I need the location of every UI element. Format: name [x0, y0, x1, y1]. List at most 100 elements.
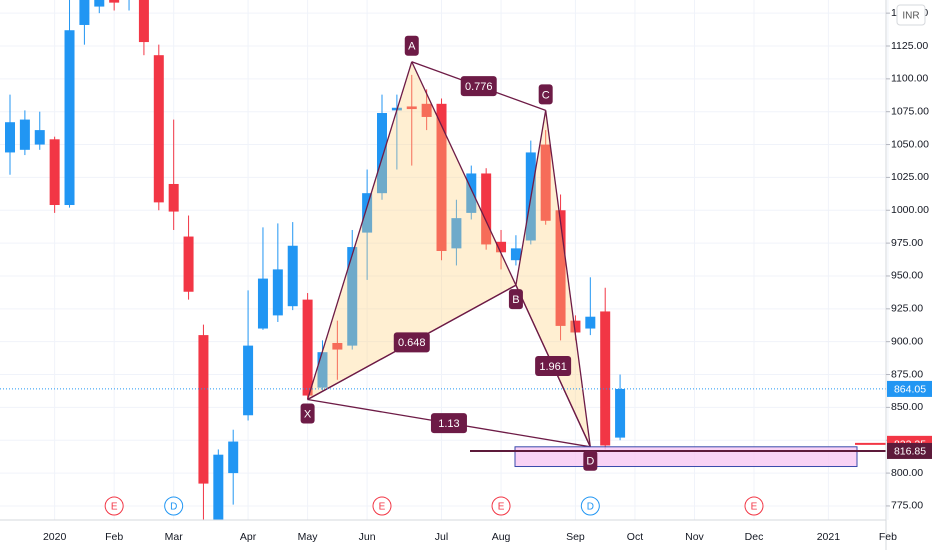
- x-tick-label: 2021: [817, 531, 841, 543]
- event-marker: [104, 496, 124, 516]
- ratio-label: 0.776: [465, 81, 493, 93]
- x-tick-label: Oct: [627, 531, 643, 543]
- candle-body: [213, 454, 224, 520]
- x-tick-label: 2020: [43, 531, 67, 543]
- ratio-box: [393, 332, 430, 353]
- pattern-fill: [515, 110, 591, 447]
- candle-body: [49, 139, 60, 206]
- candle-body: [5, 122, 15, 153]
- x-tick-label: Jul: [435, 531, 448, 543]
- y-tick-label: 950.00: [891, 270, 923, 282]
- candle-body: [615, 388, 626, 438]
- event-label: D: [170, 502, 177, 513]
- candle-body: [421, 103, 432, 117]
- plot-area: [0, 0, 886, 520]
- event-label: E: [751, 502, 758, 513]
- candle-body: [347, 247, 358, 346]
- candle-body: [153, 55, 164, 203]
- pattern-point-label: X: [304, 408, 312, 420]
- y-tick-label: 1000.00: [891, 204, 929, 216]
- candle-body: [332, 342, 343, 350]
- candle-body: [109, 0, 120, 3]
- candle-body: [451, 218, 462, 249]
- x-tick-label: Nov: [685, 531, 704, 543]
- event-marker: [372, 496, 392, 516]
- x-tick-label: Mar: [165, 531, 184, 543]
- y-tick-label: 1050.00: [891, 138, 929, 150]
- price-level-box: [887, 442, 932, 459]
- price-level-label: 816.85: [894, 446, 926, 458]
- candle-body: [94, 0, 105, 7]
- candle-body: [496, 241, 507, 253]
- candle-body: [436, 103, 447, 251]
- pattern-line: [515, 110, 547, 286]
- candle-body: [481, 173, 492, 245]
- currency-box: [896, 4, 926, 26]
- pattern-line: [306, 61, 413, 400]
- x-tick-label: Apr: [240, 531, 257, 543]
- y-tick-label: 1100.00: [891, 73, 928, 85]
- candle-body: [34, 130, 45, 145]
- target-zone: [514, 446, 858, 468]
- candle-body: [317, 352, 328, 388]
- currency-label: INR: [902, 11, 919, 22]
- candle-body: [585, 316, 596, 329]
- candle-body: [228, 441, 239, 474]
- candle-body: [79, 0, 90, 25]
- ratio-box: [430, 413, 467, 434]
- y-tick-label: 900.00: [891, 335, 923, 347]
- x-tick-label: Aug: [492, 531, 511, 543]
- candle-body: [555, 210, 566, 326]
- candle-body: [243, 345, 254, 416]
- pattern-line: [545, 110, 591, 447]
- ratio-label: 1.13: [438, 418, 459, 430]
- candle-body: [257, 278, 268, 329]
- y-tick-label: 800.00: [891, 467, 923, 479]
- y-tick-label: 975.00: [891, 237, 923, 249]
- price-level-label: 864.05: [894, 384, 926, 396]
- candle-body: [183, 236, 194, 292]
- y-tick-label: 775.00: [891, 500, 923, 512]
- y-tick-label: 1125.00: [891, 40, 928, 52]
- pattern-point-box: [583, 450, 598, 471]
- pattern-point-box: [538, 84, 553, 105]
- x-tick-label: Feb: [879, 531, 897, 543]
- pattern-point-label: B: [512, 294, 519, 306]
- event-marker: [744, 496, 764, 516]
- ratio-box: [460, 76, 497, 97]
- ratio-label: 1.961: [539, 361, 567, 373]
- candle-body: [377, 113, 387, 194]
- x-tick-label: Dec: [745, 531, 764, 543]
- event-label: E: [498, 502, 505, 513]
- x-tick-label: Jun: [359, 531, 376, 543]
- event-label: E: [379, 502, 386, 513]
- price-level-box: [887, 380, 932, 397]
- candle-body: [406, 106, 417, 110]
- candle-body: [272, 269, 283, 316]
- event-label: E: [111, 502, 118, 513]
- y-tick-label: 1025.00: [891, 171, 929, 183]
- pattern-fill: [307, 61, 516, 400]
- y-tick-label: 1075.00: [891, 105, 929, 117]
- candle-body: [168, 183, 179, 212]
- candle-body: [19, 119, 30, 150]
- pattern-point-label: C: [542, 89, 550, 101]
- pattern-point-box: [404, 35, 419, 56]
- ratio-label: 0.648: [398, 337, 426, 349]
- candle-body: [362, 193, 373, 233]
- pattern-point-label: A: [408, 41, 416, 53]
- pattern-point-box: [300, 403, 315, 424]
- event-marker: [580, 496, 600, 516]
- candle-body: [302, 299, 313, 396]
- candle-body: [540, 144, 551, 221]
- x-tick-label: Sep: [566, 531, 585, 543]
- candle-body: [466, 173, 477, 213]
- event-label: D: [587, 502, 594, 513]
- candle-body: [287, 245, 298, 307]
- candle-body: [198, 335, 209, 484]
- y-tick-label: 925.00: [891, 303, 923, 315]
- candle-body: [64, 30, 75, 206]
- candle-body: [138, 0, 149, 43]
- event-marker: [164, 496, 184, 516]
- y-tick-label: 875.00: [891, 368, 923, 380]
